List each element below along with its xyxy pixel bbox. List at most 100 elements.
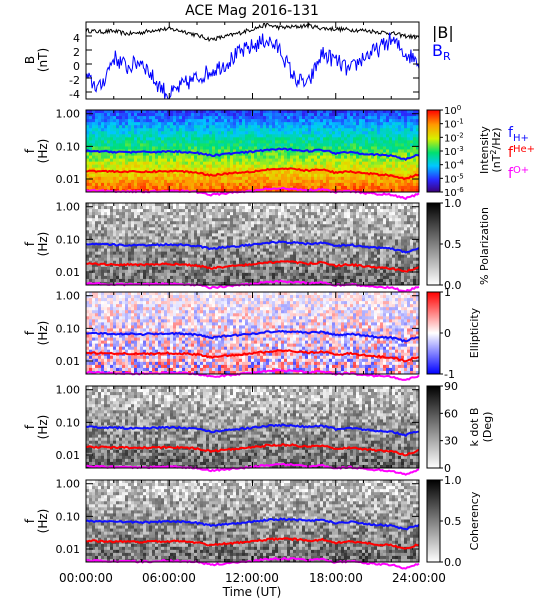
intensity-cb-tick-1: 10-1 — [444, 118, 464, 131]
cb-intensity-unit-b: /Hz) — [490, 127, 503, 149]
legend-f-h-label: f — [508, 125, 514, 141]
intensity-ytick-2: 0.01 — [56, 173, 81, 186]
legend-b-r: BR — [432, 41, 451, 63]
polarization-cb-tick-0: 1.0 — [444, 197, 462, 210]
x-tick-label-2: 12:00:00 — [225, 571, 279, 585]
x-axis-label: Time (UT) — [222, 585, 282, 599]
b-series-radial — [86, 32, 419, 99]
legend-b-r-sub: R — [443, 50, 451, 63]
intensity-cb-tick-6: 10-6 — [444, 186, 464, 199]
polarization-colorbar — [426, 202, 441, 286]
b-panel-yunit: (nT) — [36, 48, 50, 72]
cb-kdotb-label: k dot B — [468, 408, 481, 447]
b-panel-ytick-1: -2 — [69, 74, 80, 87]
b-series-total — [86, 22, 419, 43]
cb-coherency-label: Coherency — [468, 491, 481, 550]
coherency-cb-tick-2: 0.0 — [444, 556, 462, 569]
legend-f-h: fH+ — [508, 125, 529, 144]
intensity-spectrogram — [86, 110, 420, 193]
ellipticity-yunit: (Hz) — [36, 321, 50, 346]
polarization-line-he — [85, 260, 420, 273]
b-panel-ytick-2: 0 — [73, 60, 80, 73]
intensity-cb-tick-4: 10-4 — [444, 159, 464, 172]
x-tick-label-4: 24:00:00 — [392, 571, 446, 585]
polarization-line-h — [85, 240, 420, 254]
cb-intensity-label: Intensity — [478, 126, 491, 174]
cb-intensity-unit: (nT2/Hz) — [489, 127, 503, 172]
ellipticity-line-h — [85, 329, 420, 343]
kdotb-yunit: (Hz) — [36, 415, 50, 440]
chart-title: ACE Mag 2016-131 — [185, 3, 319, 19]
kdotb-line-h — [85, 423, 420, 438]
kdotb-ytick-1: 0.10 — [56, 416, 81, 429]
b-panel-ytick-0: -4 — [69, 88, 80, 101]
intensity-cb-tick-5: 10-5 — [444, 172, 464, 185]
coherency-ytick-1: 0.10 — [56, 510, 81, 523]
intensity-ytick-1: 0.10 — [56, 140, 81, 153]
legend-f-o-label: f — [508, 166, 514, 182]
ellipticity-cb-tick-2: -1 — [444, 368, 455, 381]
legend-b-r-label: B — [432, 41, 443, 60]
coherency-ylabel: f — [23, 518, 37, 523]
b-field-plot — [86, 22, 419, 99]
polarization-ytick-0: 1.00 — [56, 201, 81, 214]
ellipticity-line-he — [85, 349, 420, 363]
intensity-yunit: (Hz) — [36, 139, 50, 164]
ellipticity-cb-tick-0: 1 — [444, 286, 451, 299]
intensity-line-h — [85, 147, 420, 162]
x-tick-label-1: 06:00:00 — [142, 571, 196, 585]
ellipticity-ytick-0: 1.00 — [56, 290, 81, 303]
legend-b-total: |B| — [432, 23, 454, 42]
kdotb-cb-tick-3: 0 — [444, 462, 451, 475]
intensity-cb-tick-2: 10-2 — [444, 131, 464, 144]
polarization-yunit: (Hz) — [36, 232, 50, 257]
polarization-ytick-2: 0.01 — [56, 266, 81, 279]
x-tick-label-3: 18:00:00 — [309, 571, 363, 585]
cb-ellipticity-label: Ellipticity — [468, 307, 481, 358]
b-panel-ylabel: B — [23, 56, 37, 64]
polarization-ylabel: f — [23, 241, 37, 246]
cb-kdotb-unit: (Deg) — [481, 412, 494, 443]
kdotb-line-he — [85, 442, 420, 457]
cb-intensity-unit-sup: 2 — [489, 149, 498, 154]
coherency-cb-tick-0: 1.0 — [444, 474, 462, 487]
intensity-line-he — [85, 167, 420, 181]
polarization-cb-tick-1: 0.5 — [444, 238, 462, 251]
coherency-ytick-0: 1.00 — [56, 478, 81, 491]
legend-f-h-sub: H+ — [513, 133, 529, 144]
legend-f-o: fO+ — [508, 165, 529, 182]
legend-f-he-sub: He+ — [513, 144, 535, 155]
ellipticity-ytick-2: 0.01 — [56, 355, 81, 368]
kdotb-ytick-2: 0.01 — [56, 449, 81, 462]
polarization-ytick-1: 0.10 — [56, 233, 81, 246]
coherency-colorbar — [426, 479, 441, 563]
ellipticity-ytick-1: 0.10 — [56, 322, 81, 335]
coherency-cb-tick-1: 0.5 — [444, 515, 462, 528]
cb-polarization-label: % Polarization — [478, 207, 491, 285]
x-tick-label-0: 00:00:00 — [59, 571, 113, 585]
intensity-cb-tick-0: 100 — [444, 104, 461, 117]
coherency-ytick-2: 0.01 — [56, 543, 81, 556]
coherency-yunit: (Hz) — [36, 509, 50, 534]
intensity-ytick-0: 1.00 — [56, 108, 81, 121]
cb-intensity-unit-a: (nT — [490, 154, 503, 172]
polarization-cb-tick-2: 0.0 — [444, 279, 462, 292]
intensity-ylabel: f — [23, 148, 37, 153]
legend-f-he-label: f — [508, 145, 514, 161]
kdotb-cb-tick-0: 90 — [444, 380, 458, 393]
kdotb-ylabel: f — [23, 424, 37, 429]
coherency-line-h — [85, 517, 420, 531]
intensity-colorbar — [426, 109, 441, 193]
ellipticity-colorbar — [426, 291, 441, 375]
kdotb-cb-tick-1: 60 — [444, 407, 458, 420]
b-panel-ytick-3: 2 — [73, 46, 80, 59]
coherency-line-he — [85, 537, 420, 550]
kdotb-cb-tick-2: 30 — [444, 435, 458, 448]
legend-f-o-sub: O+ — [513, 165, 529, 176]
ellipticity-cb-tick-1: 0 — [444, 327, 451, 340]
b-panel-ytick-4: 4 — [73, 32, 80, 45]
legend-f-he: fHe+ — [508, 144, 535, 161]
ellipticity-ylabel: f — [23, 330, 37, 335]
kdotb-ytick-0: 1.00 — [56, 384, 81, 397]
